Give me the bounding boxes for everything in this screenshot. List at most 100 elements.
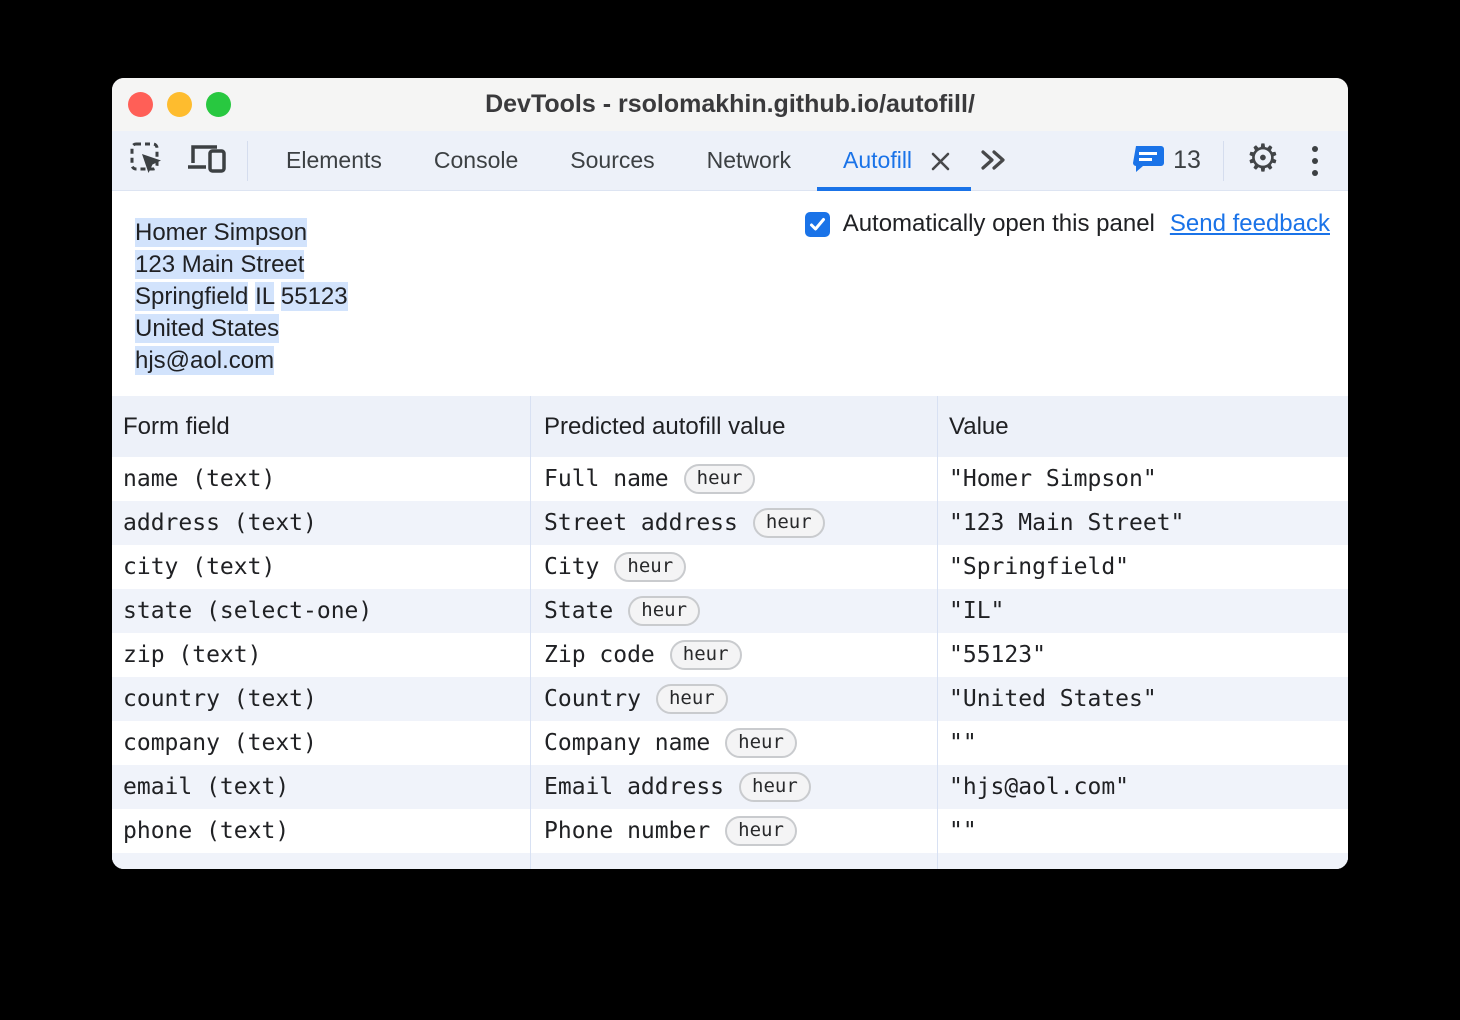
predicted-value-cell: State heur [530,589,937,633]
form-field-cell: zip (text) [112,633,530,677]
heur-badge: heur [739,771,811,803]
window-title: DevTools - rsolomakhin.github.io/autofil… [485,90,975,118]
table-row: city (text) City heur "Springfield" [112,545,1348,589]
heur-badge: heur [752,507,825,539]
predicted-value-cell: Company name heur [530,721,937,765]
value-text: "United States" [949,686,1157,712]
column-header-predicted: Predicted autofill value [530,396,937,457]
toolbar-right-group: 13 ⚙ [1131,138,1348,181]
address-line: hjs@aol.com [135,345,348,377]
predicted-value-text: Company name [544,730,711,756]
predicted-value-text: Email address [544,774,725,800]
predicted-value-text: Phone number [544,818,711,844]
value-cell: "123 Main Street" [937,501,1348,545]
value-cell: "" [937,809,1348,853]
heur-badge: heur [669,639,742,671]
form-field-cell: state (select-one) [112,589,530,633]
heur-badge: heur [725,815,797,847]
predicted-value-text: Full name [544,466,669,492]
value-text: "Springfield" [949,554,1130,580]
value-cell: "Springfield" [937,545,1348,589]
address-preview: Homer Simpson 123 Main Street Springfield … [135,217,348,377]
table-row: company (text) Company name heur "" [112,721,1348,765]
table-row: name (text) Full name heur "Homer Simpso… [112,457,1348,501]
panel-controls: Automatically open this panel Send feedb… [804,210,1330,238]
highlighted-text: 123 Main Street [135,250,305,279]
address-line: 123 Main Street [135,249,348,281]
settings-button[interactable]: ⚙ [1245,138,1280,180]
auto-open-checkbox[interactable] [804,211,830,237]
titlebar: DevTools - rsolomakhin.github.io/autofil… [112,78,1348,131]
predicted-value-text: Country [544,686,641,712]
highlighted-text: 55123 [280,282,348,311]
tab-strip: Elements Console Sources Network [260,131,972,191]
form-field-text: name (text) [123,466,276,492]
tab-elements[interactable]: Elements [260,131,408,190]
value-text: "55123" [949,642,1046,668]
device-toolbar-button[interactable] [187,141,227,180]
form-field-text: company (text) [123,730,317,756]
inspect-element-icon [128,140,165,182]
value-text: "123 Main Street" [949,510,1185,536]
console-messages-icon [1131,142,1165,179]
table-row: state (select-one) State heur "IL" [112,589,1348,633]
form-field-text: email (text) [123,774,290,800]
autofill-table: Form field Predicted autofill value Valu… [112,396,1348,869]
predicted-value-cell: Email address heur [530,765,937,809]
minimize-window-button[interactable] [167,92,192,117]
close-icon[interactable] [928,149,953,174]
highlighted-text: IL [255,282,275,311]
heur-badge: heur [614,551,687,583]
console-messages-button[interactable] [1131,142,1165,179]
predicted-value-cell: Phone number heur [530,809,937,853]
form-field-cell: email (text) [112,765,530,809]
kebab-menu-icon [1312,145,1318,152]
send-feedback-link[interactable]: Send feedback [1169,210,1330,237]
highlighted-text: United States [135,314,280,343]
more-tabs-button[interactable] [977,144,1011,181]
message-count: 13 [1173,146,1201,174]
tab-console[interactable]: Console [408,131,544,190]
predicted-value-text: City [544,554,600,580]
value-text: "" [949,730,977,756]
auto-open-label: Automatically open this panel [842,210,1155,237]
form-field-text: address (text) [123,510,317,536]
table-row: phone (text) Phone number heur "" [112,809,1348,853]
predicted-value-cell: Full name heur [530,457,937,501]
settings-gear-icon: ⚙ [1245,138,1280,180]
form-field-cell: name (text) [112,457,530,501]
table-row: address (text) Street address heur "123 … [112,501,1348,545]
table-row: email (text) Email address heur "hjs@aol… [112,765,1348,809]
tab-label: Autofill [843,147,913,173]
form-field-text: country (text) [123,686,317,712]
table-body: name (text) Full name heur "Homer Simpso… [112,457,1348,853]
highlighted-text: Homer Simpson [135,218,308,247]
form-field-cell: country (text) [112,677,530,721]
autofill-panel: Homer Simpson 123 Main Street Springfield … [112,191,1348,869]
inspect-element-button[interactable] [128,140,165,182]
form-field-cell: city (text) [112,545,530,589]
tab-label: Network [706,147,791,173]
value-cell: "IL" [937,589,1348,633]
predicted-value-cell: Street address heur [530,501,937,545]
menu-button[interactable] [1312,145,1318,176]
tab-network[interactable]: Network [681,131,817,190]
tab-label: Sources [570,147,655,173]
device-toolbar-icon [187,141,227,180]
heur-badge: heur [725,727,797,759]
form-field-cell: address (text) [112,501,530,545]
devtools-toolbar: Elements Console Sources Network [112,131,1348,191]
zoom-window-button[interactable] [206,92,231,117]
close-window-button[interactable] [128,92,153,117]
value-cell: "Homer Simpson" [937,457,1348,501]
form-field-text: state (select-one) [123,598,373,624]
table-row: country (text) Country heur "United Stat… [112,677,1348,721]
highlighted-text: hjs@aol.com [135,346,275,375]
value-text: "Homer Simpson" [949,466,1157,492]
heur-badge: heur [655,683,728,715]
table-row: zip (text) Zip code heur "55123" [112,633,1348,677]
value-text: "hjs@aol.com" [949,774,1130,800]
tab-sources[interactable]: Sources [544,131,680,190]
tab-autofill[interactable]: Autofill [817,131,972,191]
value-text: "IL" [949,598,1005,624]
